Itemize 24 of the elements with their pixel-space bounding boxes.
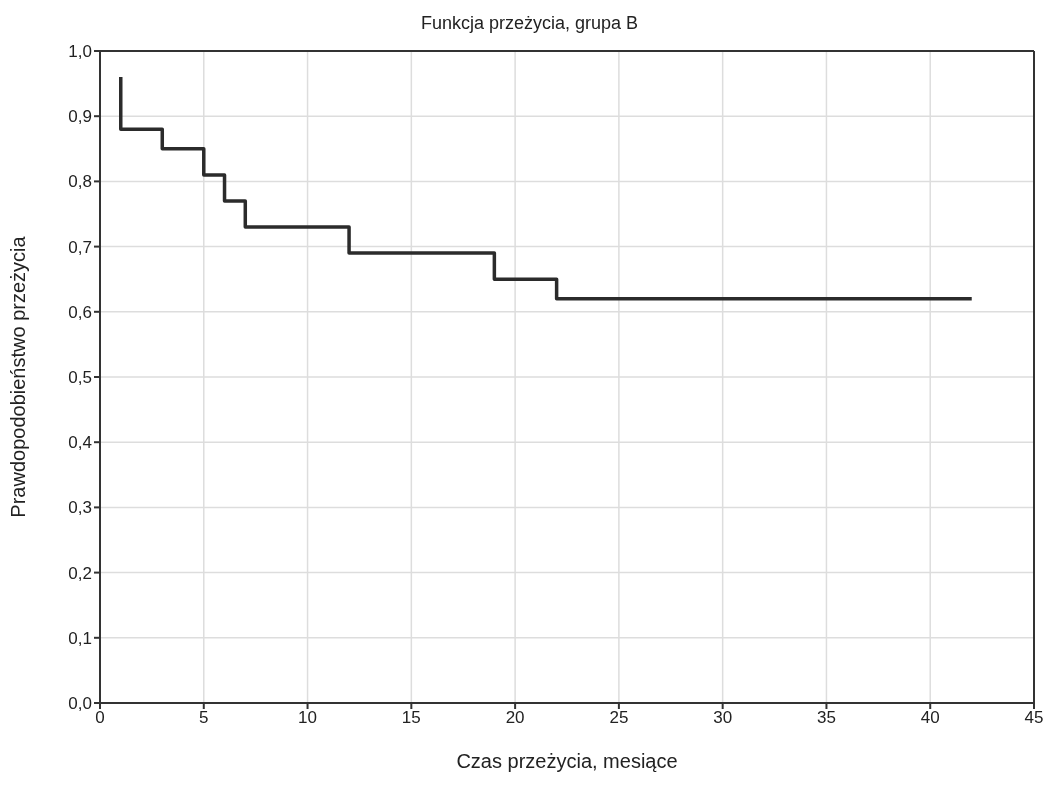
x-tick-label: 35 [816,708,836,728]
y-axis-title: Prawdopodobieństwo przeżycia [7,235,30,518]
y-tick-label: 0,3 [68,498,92,518]
y-tick-label: 0,8 [68,172,92,192]
x-tick-label: 45 [1024,708,1044,728]
x-tick-label: 5 [199,708,209,728]
y-tick-label: 0,7 [68,237,92,257]
x-tick-label: 25 [609,708,629,728]
y-tick-label: 1,0 [68,42,92,62]
x-axis-title: Czas przeżycia, mesiące [456,750,678,772]
y-tick-label: 0,5 [68,368,92,388]
y-tick-label: 0,4 [68,433,92,453]
y-tick-label: 0,1 [68,628,92,648]
x-tick-label: 40 [920,708,940,728]
x-tick-label: 10 [298,708,318,728]
x-tick-label: 30 [713,708,733,728]
chart-title: Funkcja przeżycia, grupa B [419,12,640,35]
y-tick-label: 0,2 [68,563,92,583]
y-tick-label: 0,0 [68,694,92,714]
y-tick-label: 0,6 [68,302,92,322]
x-tick-label: 0 [95,708,105,728]
x-tick-label: 20 [505,708,525,728]
y-tick-label: 0,9 [68,107,92,127]
x-tick-label: 15 [401,708,421,728]
